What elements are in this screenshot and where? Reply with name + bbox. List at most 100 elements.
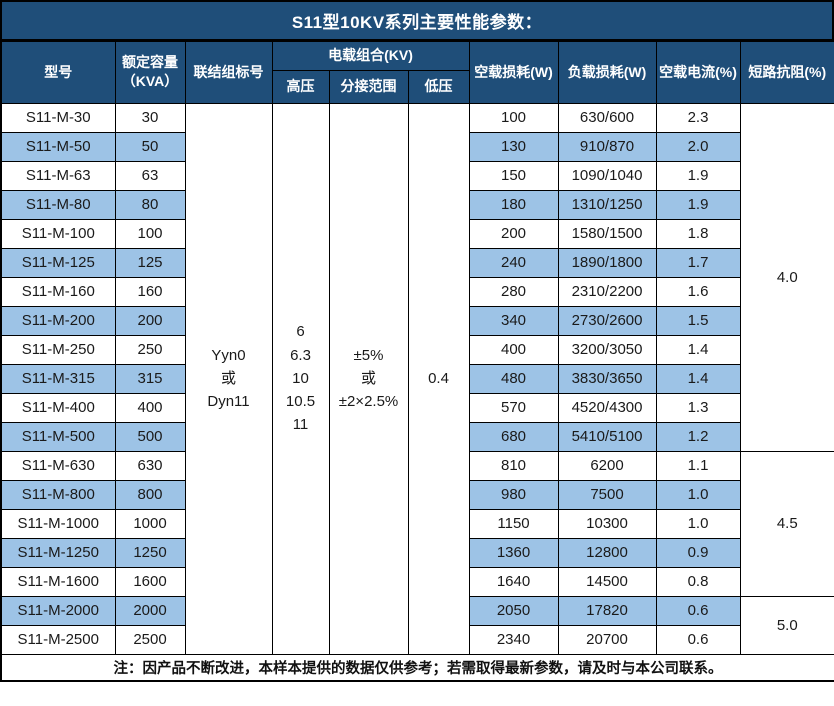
cell-capacity: 125: [114, 247, 186, 278]
cell-load-loss: 4520/4300: [557, 392, 657, 423]
table-row: S11-M-50 50 130 910/870 2.0: [0, 131, 834, 162]
cell-hv-merged: 6 6.3 10 10.5 11: [271, 102, 330, 655]
cell-load-loss: 14500: [557, 566, 657, 597]
table-row: S11-M-200 200 340 2730/2600 1.5: [0, 305, 834, 336]
spec-table: 型号 额定容量 （KVA） 联结组标号 电载组合(KV) 空载损耗(W) 负载损…: [0, 40, 834, 682]
cell-no-load-current: 1.4: [655, 363, 741, 394]
cell-no-load-loss: 200: [468, 218, 559, 249]
cell-capacity: 100: [114, 218, 186, 249]
cell-model: S11-M-30: [0, 102, 116, 133]
cell-impedance-merged: 4.5: [739, 450, 834, 597]
cell-no-load-current: 1.9: [655, 189, 741, 220]
table-row: S11-M-30 30 Yyn0 或 Dyn11 6 6.3 10 10.5 11 ±5…: [0, 102, 834, 655]
cell-no-load-current: 1.4: [655, 334, 741, 365]
cell-no-load-loss: 130: [468, 131, 559, 162]
cell-load-loss: 6200: [557, 450, 657, 481]
cell-load-loss: 1890/1800: [557, 247, 657, 278]
cell-impedance-merged: 4.0: [739, 102, 834, 452]
cell-tap-merged: ±5% 或 ±2×2.5%: [328, 102, 409, 655]
cell-no-load-current: 1.3: [655, 392, 741, 423]
cell-capacity: 63: [114, 160, 186, 191]
cell-load-loss: 630/600: [557, 102, 657, 133]
table-row: S11-M-315 315 480 3830/3650 1.4: [0, 363, 834, 394]
cell-capacity: 2500: [114, 624, 186, 655]
cell-load-loss: 10300: [557, 508, 657, 539]
page-title: S11型10KV系列主要性能参数：: [0, 0, 834, 40]
col-header-tap: 分接范围: [328, 69, 409, 104]
cell-capacity: 2000: [114, 595, 186, 626]
col-header-no-load-loss: 空载损耗(W): [468, 40, 559, 104]
cell-model: S11-M-1600: [0, 566, 116, 597]
cell-model: S11-M-160: [0, 276, 116, 307]
col-header-model: 型号: [0, 40, 116, 104]
cell-capacity: 1000: [114, 508, 186, 539]
cell-no-load-loss: 1150: [468, 508, 559, 539]
table-row: S11-M-400 400 570 4520/4300 1.3: [0, 392, 834, 423]
cell-no-load-loss: 570: [468, 392, 559, 423]
table-row: S11-M-63 63 150 1090/1040 1.9: [0, 160, 834, 191]
cell-no-load-current: 1.6: [655, 276, 741, 307]
table-row: S11-M-1600 1600 1640 14500 0.8: [0, 566, 834, 597]
col-header-combo-group: 电载组合(KV): [271, 40, 470, 71]
table-row: S11-M-500 500 680 5410/5100 1.2: [0, 421, 834, 452]
cell-model: S11-M-315: [0, 363, 116, 394]
col-header-capacity: 额定容量 （KVA）: [114, 40, 186, 104]
col-header-lv: 低压: [407, 69, 470, 104]
cell-connection-merged: Yyn0 或 Dyn11: [184, 102, 273, 655]
cell-model: S11-M-1250: [0, 537, 116, 568]
cell-no-load-current: 1.9: [655, 160, 741, 191]
col-header-capacity-line2: （KVA）: [121, 73, 179, 90]
col-header-capacity-line1: 额定容量: [122, 54, 178, 71]
cell-no-load-loss: 980: [468, 479, 559, 510]
cell-model: S11-M-1000: [0, 508, 116, 539]
cell-load-loss: 1090/1040: [557, 160, 657, 191]
cell-model: S11-M-800: [0, 479, 116, 510]
cell-no-load-loss: 150: [468, 160, 559, 191]
col-header-load-loss: 负载损耗(W): [557, 40, 657, 104]
table-row: S11-M-80 80 180 1310/1250 1.9: [0, 189, 834, 220]
cell-no-load-loss: 810: [468, 450, 559, 481]
table-footer: 注：因产品不断改进，本样本提供的数据仅供参考；若需取得最新参数，请及时与本公司联…: [0, 653, 834, 682]
cell-no-load-current: 1.2: [655, 421, 741, 452]
cell-no-load-loss: 180: [468, 189, 559, 220]
cell-no-load-current: 1.5: [655, 305, 741, 336]
cell-model: S11-M-500: [0, 421, 116, 452]
cell-load-loss: 5410/5100: [557, 421, 657, 452]
cell-no-load-loss: 2340: [468, 624, 559, 655]
cell-capacity: 80: [114, 189, 186, 220]
cell-capacity: 630: [114, 450, 186, 481]
cell-model: S11-M-250: [0, 334, 116, 365]
cell-no-load-loss: 340: [468, 305, 559, 336]
cell-no-load-loss: 680: [468, 421, 559, 452]
note-text: 注：因产品不断改进，本样本提供的数据仅供参考；若需取得最新参数，请及时与本公司联…: [0, 653, 834, 682]
cell-model: S11-M-100: [0, 218, 116, 249]
cell-load-loss: 910/870: [557, 131, 657, 162]
cell-no-load-current: 2.3: [655, 102, 741, 133]
cell-load-loss: 7500: [557, 479, 657, 510]
cell-load-loss: 2310/2200: [557, 276, 657, 307]
table-row: S11-M-630 630 810 6200 1.1 4.5: [0, 450, 834, 597]
cell-load-loss: 1310/1250: [557, 189, 657, 220]
table-header: 型号 额定容量 （KVA） 联结组标号 电载组合(KV) 空载损耗(W) 负载损…: [0, 40, 834, 104]
cell-no-load-loss: 400: [468, 334, 559, 365]
cell-load-loss: 20700: [557, 624, 657, 655]
cell-no-load-current: 0.6: [655, 595, 741, 626]
cell-lv-merged: 0.4: [407, 102, 470, 655]
cell-impedance-merged: 5.0: [739, 595, 834, 655]
cell-load-loss: 2730/2600: [557, 305, 657, 336]
cell-load-loss: 3830/3650: [557, 363, 657, 394]
cell-no-load-loss: 100: [468, 102, 559, 133]
cell-no-load-current: 1.1: [655, 450, 741, 481]
col-header-hv: 高压: [271, 69, 330, 104]
table-row: S11-M-800 800 980 7500 1.0: [0, 479, 834, 510]
cell-no-load-loss: 240: [468, 247, 559, 278]
cell-capacity: 30: [114, 102, 186, 133]
cell-model: S11-M-50: [0, 131, 116, 162]
table-row: S11-M-2500 2500 2340 20700 0.6: [0, 624, 834, 655]
cell-capacity: 1600: [114, 566, 186, 597]
table-row: S11-M-160 160 280 2310/2200 1.6: [0, 276, 834, 307]
cell-no-load-current: 1.0: [655, 508, 741, 539]
cell-no-load-loss: 480: [468, 363, 559, 394]
cell-capacity: 1250: [114, 537, 186, 568]
